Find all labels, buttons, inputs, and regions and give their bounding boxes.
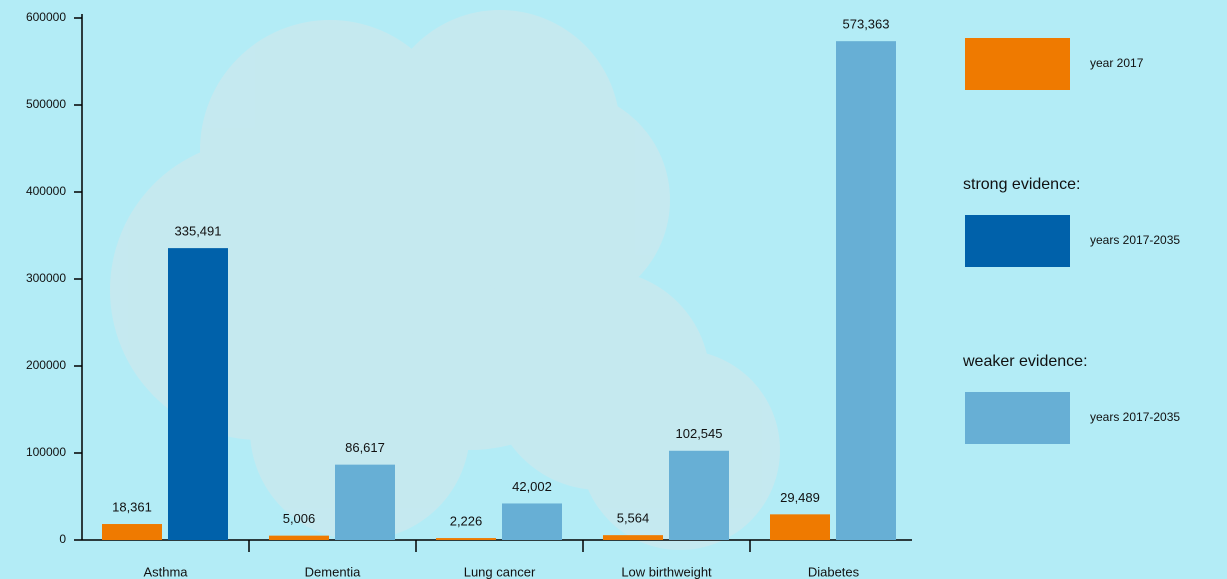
bar xyxy=(669,450,729,540)
value-label: 5,006 xyxy=(283,511,316,526)
x-tick-label: Diabetes xyxy=(808,564,860,579)
legend-label: year 2017 xyxy=(1090,56,1144,70)
bar xyxy=(168,248,228,540)
legend-label: years 2017-2035 xyxy=(1090,410,1180,424)
y-tick-label: 600000 xyxy=(26,10,66,24)
value-label: 335,491 xyxy=(175,224,222,239)
y-tick-label: 200000 xyxy=(26,358,66,372)
legend-heading: weaker evidence: xyxy=(962,353,1088,370)
x-tick-label: Asthma xyxy=(143,564,188,579)
bar xyxy=(269,535,329,540)
x-tick-label: Dementia xyxy=(305,564,361,579)
value-label: 29,489 xyxy=(780,490,820,505)
value-label: 86,617 xyxy=(345,440,385,455)
y-tick-label: 400000 xyxy=(26,184,66,198)
bar xyxy=(102,524,162,540)
bar xyxy=(603,535,663,540)
y-tick-label: 100000 xyxy=(26,445,66,459)
legend-swatch xyxy=(965,392,1070,444)
bar xyxy=(436,538,496,540)
value-label: 5,564 xyxy=(617,511,650,526)
bar xyxy=(335,464,395,540)
value-label: 102,545 xyxy=(676,426,723,441)
bar xyxy=(770,514,830,540)
y-tick-label: 0 xyxy=(59,532,66,546)
x-tick-label: Low birthweight xyxy=(621,564,712,579)
value-label: 18,361 xyxy=(112,499,152,514)
y-tick-label: 500000 xyxy=(26,97,66,111)
x-tick-label: Lung cancer xyxy=(464,564,536,579)
legend-label: years 2017-2035 xyxy=(1090,233,1180,247)
value-label: 2,226 xyxy=(450,514,483,529)
cloud-decoration xyxy=(110,10,780,550)
bar xyxy=(502,503,562,540)
y-tick-label: 300000 xyxy=(26,271,66,285)
legend-heading: strong evidence: xyxy=(963,176,1080,193)
value-label: 573,363 xyxy=(843,17,890,32)
value-label: 42,002 xyxy=(512,479,552,494)
legend-swatch xyxy=(965,215,1070,267)
legend-swatch xyxy=(965,38,1070,90)
bar xyxy=(836,41,896,540)
